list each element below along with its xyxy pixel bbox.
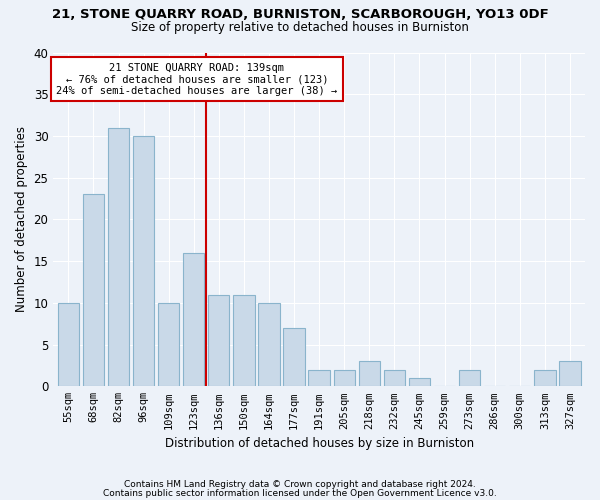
Bar (233, 294, 254, 386)
Bar (334, 370, 355, 386)
Bar (108, 128, 129, 386)
Bar (359, 362, 380, 386)
Bar (459, 370, 480, 386)
Text: 21, STONE QUARRY ROAD, BURNISTON, SCARBOROUGH, YO13 0DF: 21, STONE QUARRY ROAD, BURNISTON, SCARBO… (52, 8, 548, 20)
Y-axis label: Number of detached properties: Number of detached properties (15, 126, 28, 312)
Text: 21 STONE QUARRY ROAD: 139sqm
← 76% of detached houses are smaller (123)
24% of s: 21 STONE QUARRY ROAD: 139sqm ← 76% of de… (56, 62, 337, 96)
Bar (183, 253, 205, 386)
Bar (259, 303, 280, 386)
Text: Contains public sector information licensed under the Open Government Licence v3: Contains public sector information licen… (103, 489, 497, 498)
Bar (409, 378, 430, 386)
Bar (559, 362, 581, 386)
Text: Contains HM Land Registry data © Crown copyright and database right 2024.: Contains HM Land Registry data © Crown c… (124, 480, 476, 489)
Bar (534, 370, 556, 386)
X-axis label: Distribution of detached houses by size in Burniston: Distribution of detached houses by size … (164, 437, 474, 450)
Text: Size of property relative to detached houses in Burniston: Size of property relative to detached ho… (131, 21, 469, 34)
Bar (83, 194, 104, 386)
Bar (308, 370, 330, 386)
Bar (208, 294, 229, 386)
Bar (384, 370, 405, 386)
Bar (158, 303, 179, 386)
Bar (58, 303, 79, 386)
Bar (283, 328, 305, 386)
Bar (133, 136, 154, 386)
